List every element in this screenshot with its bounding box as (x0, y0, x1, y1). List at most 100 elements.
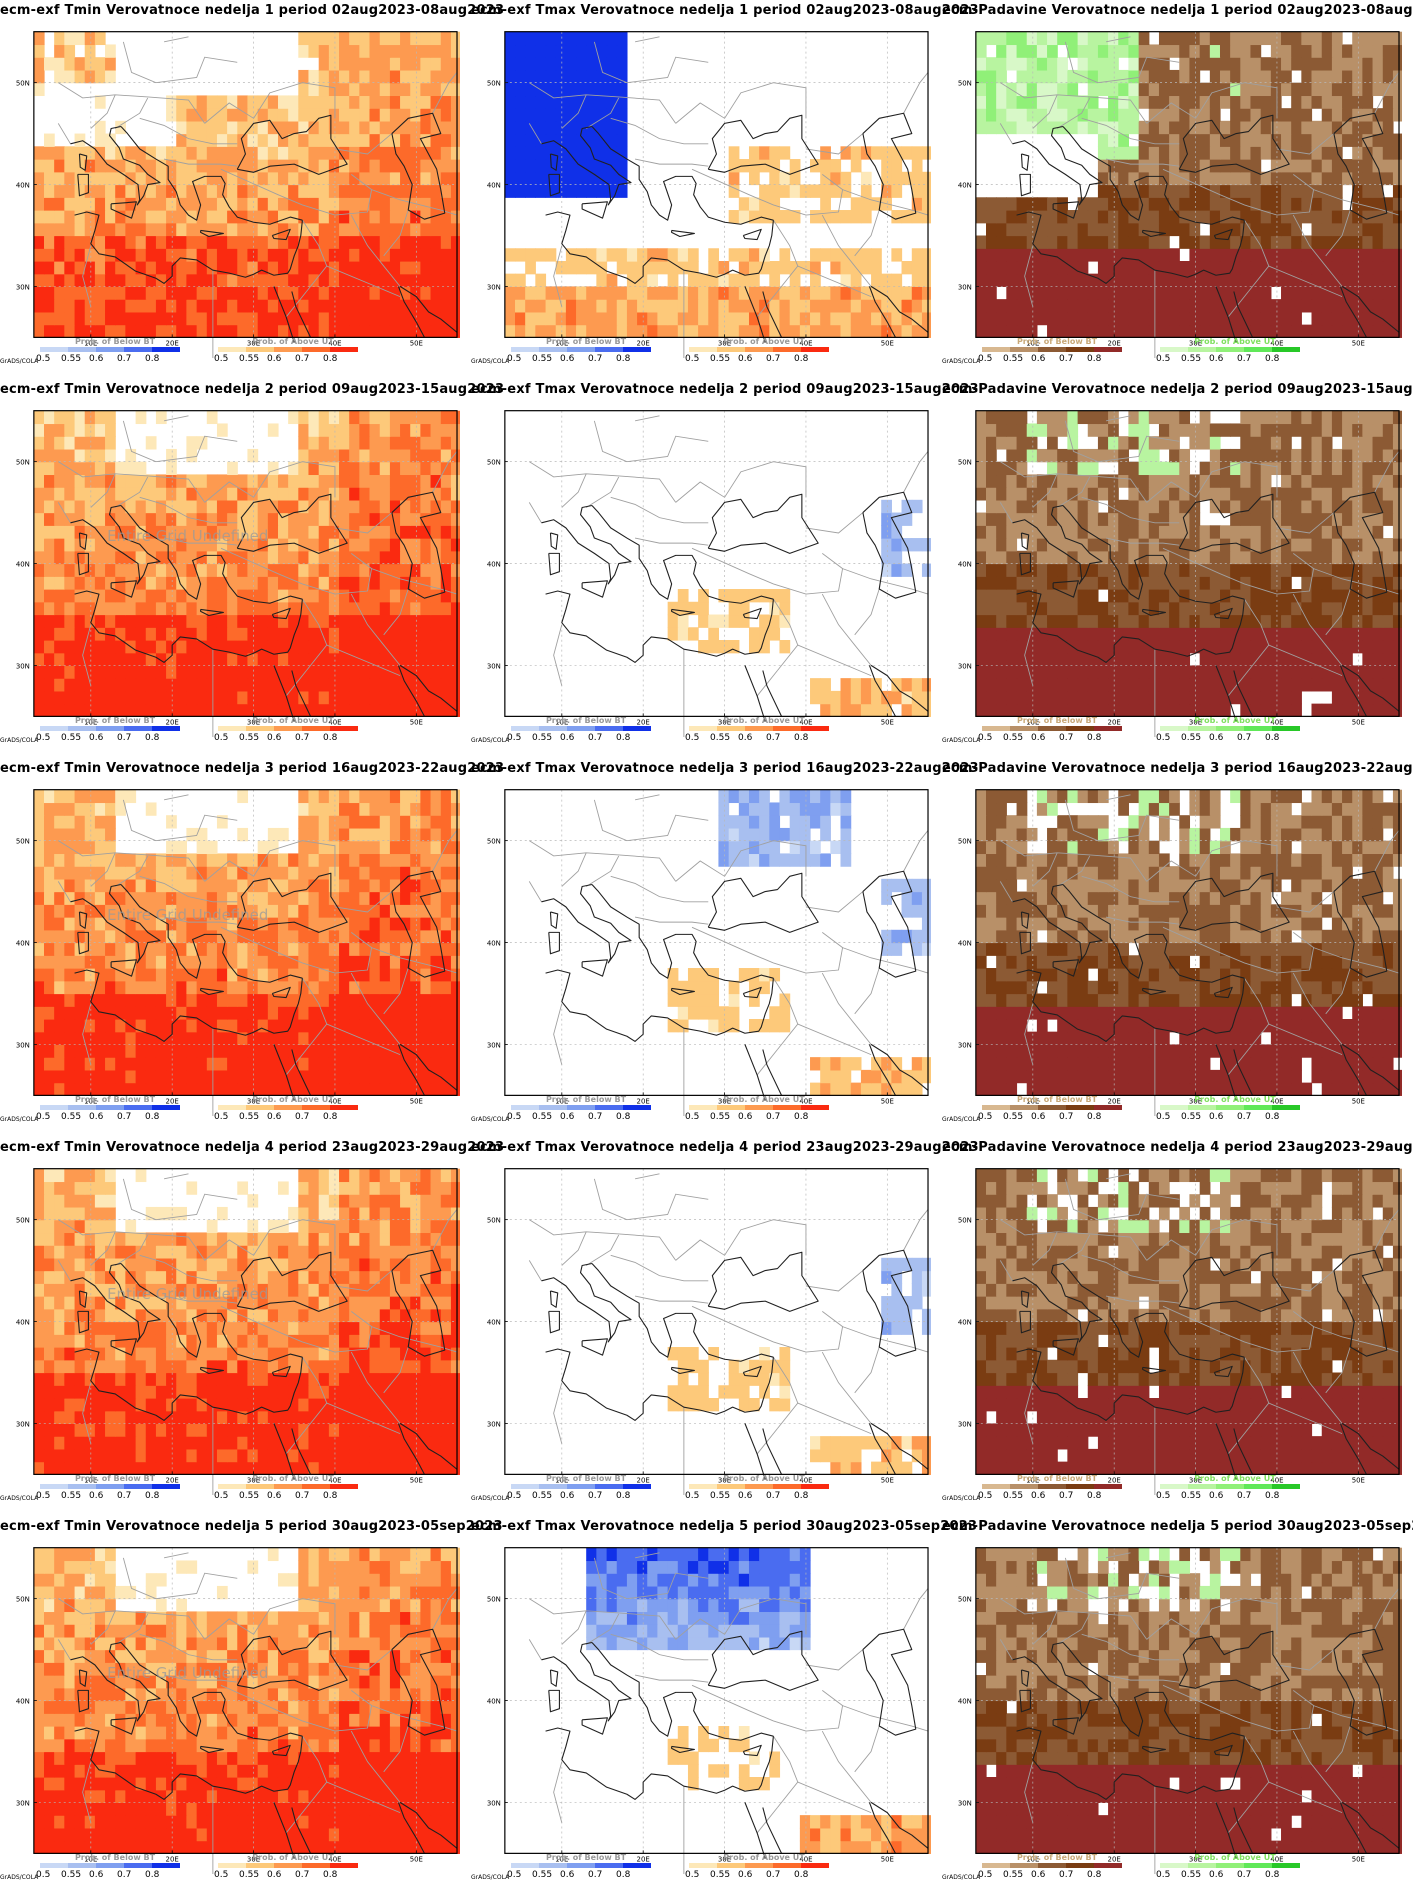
legend-swatch (1272, 1484, 1300, 1489)
map-panel: ecm-Padavine Verovatnoce nedelja 2 perio… (942, 379, 1413, 758)
legend-swatch (1244, 1863, 1272, 1868)
legend-tick: 0.55 (1181, 354, 1202, 364)
legend-above: Prob. of Above UT 0.5 0.55 0.6 0.7 0.8 (685, 716, 839, 746)
legend-swatch (539, 347, 567, 352)
lon-tick-label: 30E (1189, 718, 1202, 726)
lon-tick-label: 30E (718, 1855, 731, 1863)
lon-tick-label: 20E (1108, 718, 1121, 726)
lon-tick-label: 40E (328, 1097, 341, 1105)
grads-credit: GrADS/COLA (0, 1874, 39, 1881)
lon-tick-label: 50E (1352, 1476, 1365, 1484)
legend-swatch (1160, 1484, 1188, 1489)
grads-credit: GrADS/COLA (942, 358, 981, 365)
probability-field (33, 31, 460, 338)
lon-tick-label: 40E (799, 1097, 812, 1105)
panel-title: ecm-exf Tmin Verovatnoce nedelja 2 perio… (0, 382, 505, 397)
probability-field (975, 1168, 1402, 1475)
lon-tick-label: 30E (1189, 339, 1202, 347)
legend-below: Prob. of Below BT 0.5 0.55 0.6 0.7 0.8 (36, 1474, 190, 1504)
legend-swatch (511, 1105, 539, 1110)
legend-swatch (302, 347, 330, 352)
legend-tick: 0.8 (794, 733, 809, 743)
legend-below: Prob. of Below BT 0.5 0.55 0.6 0.7 0.8 (36, 337, 190, 367)
legend-swatch (1272, 726, 1300, 731)
legend-swatch (982, 1484, 1010, 1489)
lat-tick-label: 30N (487, 1420, 501, 1428)
graticule (33, 1168, 458, 1475)
lon-tick-label: 30E (247, 1855, 260, 1863)
graticule (504, 1547, 929, 1854)
legend-tick: 0.8 (616, 354, 631, 364)
legend-tick: 0.6 (738, 1112, 753, 1122)
probability-map: 50N 40N 30N 10E 20E 30E 40E 50E (487, 789, 931, 1116)
legend-colorbar (40, 347, 180, 352)
lon-tick-label: 40E (799, 718, 812, 726)
country-borders (57, 1173, 458, 1495)
legend-title: Prob. of Below BT (1016, 337, 1098, 346)
legend-tick: 0.7 (295, 733, 310, 743)
graticule (33, 410, 458, 717)
lat-tick-label: 50N (487, 838, 501, 846)
probability-map: Entire Grid Undefined 50N 40N 30N 10E 20E 30E 4… (16, 789, 460, 1116)
legend-swatch (773, 1484, 801, 1489)
legend-swatch (1038, 726, 1066, 731)
legend-swatch (1244, 347, 1272, 352)
country-borders (999, 36, 1400, 358)
legend-swatch (1272, 1863, 1300, 1868)
legend-swatch (1038, 1484, 1066, 1489)
legend-row: GrADS/COLA Prob. of Below BT 0.5 0.55 0.6 0.7… (942, 337, 1413, 377)
legend-swatch (1160, 726, 1188, 731)
country-borders (999, 1552, 1400, 1874)
legend-tick: 0.6 (560, 1491, 575, 1501)
legend-swatch (124, 1484, 152, 1489)
lat-tick-label: 50N (16, 80, 30, 88)
legend-tick: 0.7 (588, 354, 603, 364)
map-panel: ecm-Padavine Verovatnoce nedelja 3 perio… (942, 758, 1413, 1137)
legend-tick: 0.55 (61, 1870, 82, 1880)
lon-tick-label: 50E (410, 718, 423, 726)
legend-tick: 0.7 (1059, 1870, 1074, 1880)
legend-tick: 0.5 (978, 733, 993, 743)
legend-tick: 0.7 (766, 1870, 781, 1880)
legend-swatch (717, 1863, 745, 1868)
legend-tick: 0.6 (560, 733, 575, 743)
legend-tick: 0.8 (145, 354, 160, 364)
panel-title: ecm-exf Tmax Verovatnoce nedelja 4 perio… (471, 1140, 979, 1155)
map-panel: ecm-Padavine Verovatnoce nedelja 1 perio… (942, 0, 1413, 379)
legend-swatch (982, 1863, 1010, 1868)
legend-tick: 0.6 (738, 733, 753, 743)
legend-above: Prob. of Above UT 0.5 0.55 0.6 0.7 0.8 (1156, 337, 1310, 367)
probability-field (33, 1547, 460, 1854)
legend-swatch (689, 347, 717, 352)
legend-swatch (1216, 347, 1244, 352)
legend-title: Prob. of Below BT (545, 1853, 627, 1862)
lon-tick-label: 20E (637, 1476, 650, 1484)
lat-tick-label: 30N (958, 1420, 972, 1428)
legend-tick: 0.6 (1031, 733, 1046, 743)
map-frame (33, 31, 458, 338)
legend-tick: 0.6 (738, 1491, 753, 1501)
legend-title: Prob. of Below BT (74, 1474, 156, 1483)
lat-tick-label: 50N (16, 1596, 30, 1604)
legend-title: Prob. of Above UT (1194, 1095, 1276, 1104)
panel-title: ecm-exf Tmin Verovatnoce nedelja 3 perio… (0, 761, 505, 776)
legend-swatch (302, 1105, 330, 1110)
legend-tick: 0.5 (507, 1491, 522, 1501)
legend-swatch (567, 726, 595, 731)
map-panel: ecm-exf Tmax Verovatnoce nedelja 1 perio… (471, 0, 978, 379)
legend-swatch (246, 726, 274, 731)
legend-swatch (274, 1105, 302, 1110)
lat-tick-label: 40N (487, 561, 501, 569)
lon-tick-label: 10E (1026, 339, 1039, 347)
coastlines (1012, 1628, 1400, 1859)
legend-swatch (68, 726, 96, 731)
legend-above: Prob. of Above UT 0.5 0.55 0.6 0.7 0.8 (214, 1095, 368, 1125)
lon-tick-label: 40E (799, 1476, 812, 1484)
coastlines (70, 1628, 458, 1859)
legend-swatch (40, 1105, 68, 1110)
legend-above: Prob. of Above UT 0.5 0.55 0.6 0.7 0.8 (1156, 1474, 1310, 1504)
legend-swatch (1160, 1105, 1188, 1110)
coastlines (70, 870, 458, 1101)
panel-title: ecm-Padavine Verovatnoce nedelja 2 perio… (942, 382, 1413, 397)
legend-swatch (1066, 726, 1094, 731)
